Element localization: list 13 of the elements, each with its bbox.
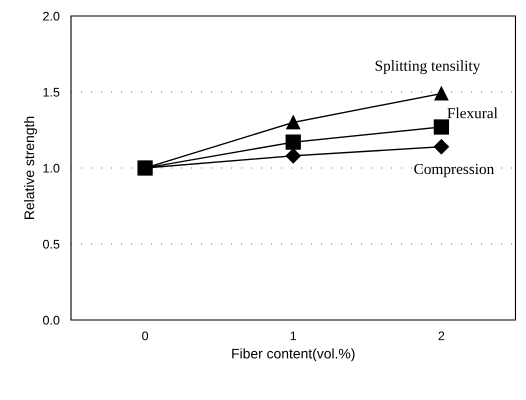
y-tick-label: 1.0	[43, 164, 60, 173]
y-tick-label: 0.0	[43, 316, 60, 325]
y-tick-label: 1.5	[43, 88, 60, 97]
x-axis-title: Fiber content(vol.%)	[232, 348, 355, 362]
series-label: Splitting tensility	[376, 60, 480, 74]
x-tick-label: 0	[142, 331, 148, 340]
x-tick-label: 2	[438, 331, 444, 340]
series-label: Flexural	[447, 108, 498, 118]
series-label: Compression	[414, 164, 494, 178]
y-tick-label: 0.5	[43, 240, 60, 249]
y-tick-label: 2.0	[43, 12, 60, 21]
x-tick-label: 1	[290, 332, 296, 340]
y-axis-title: Relative strength	[24, 116, 37, 219]
